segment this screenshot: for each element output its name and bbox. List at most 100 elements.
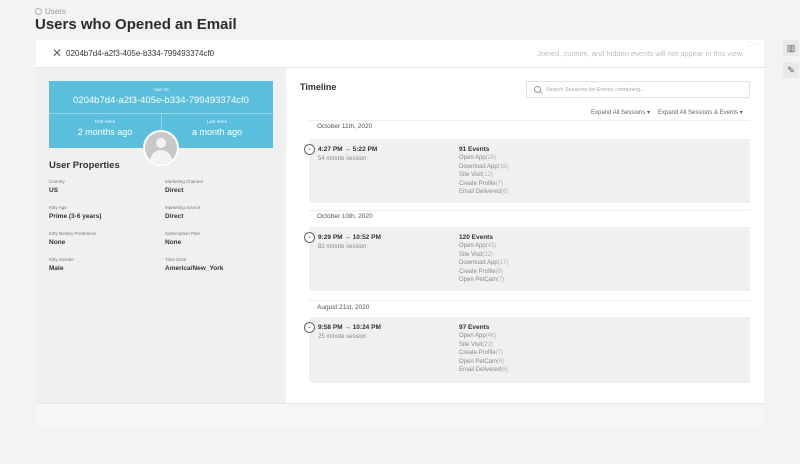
expand-panel-icon[interactable]: ⛶ ⋯ <box>748 42 760 48</box>
event-occurrences: (18) <box>497 163 509 170</box>
session-date: October 10th, 2020 <box>317 213 373 220</box>
divider <box>309 120 750 121</box>
event-item[interactable]: Create Profile(8) <box>459 268 508 277</box>
session-date: August 21st, 2020 <box>317 304 370 311</box>
property-key: Country <box>49 179 65 184</box>
property-value: None <box>49 239 66 246</box>
event-item[interactable]: Download App(17) <box>459 259 508 268</box>
event-item[interactable]: Open App(46) <box>459 332 508 341</box>
event-name: Open App <box>459 243 486 249</box>
users-icon <box>35 8 42 15</box>
page-title: Users who Opened an Email <box>35 16 237 33</box>
session-search-input[interactable] <box>546 86 736 93</box>
event-item[interactable]: Email Delivered(6) <box>459 188 508 197</box>
event-occurrences: (12) <box>482 172 493 178</box>
timeline-title: Timeline <box>300 82 337 92</box>
chevron-down-icon: ▾ <box>739 110 743 116</box>
property-value: Direct <box>165 213 184 220</box>
event-item[interactable]: Site Visit(22) <box>459 251 508 260</box>
event-name: Site Visit <box>459 341 483 348</box>
expand-session-icon[interactable]: ⌄ <box>304 232 315 243</box>
user-profile-column: User ID 0204b7d4-a2f3-405e-b334-79949337… <box>36 68 286 403</box>
event-item[interactable]: Open PetCam(6) <box>459 358 508 367</box>
event-item[interactable]: Site Visit(22) <box>459 341 508 350</box>
event-name: Site Visit <box>459 172 483 178</box>
event-item[interactable]: Email Delivered(6) <box>459 366 508 375</box>
event-count: 97 Events <box>459 324 490 331</box>
property-country: Country US <box>49 179 159 194</box>
event-occurrences: (7) <box>495 180 504 187</box>
session-date: October 11th, 2020 <box>317 123 373 130</box>
user-id-value: 0204b7d4-a2f3-405e-b334-799493374cf0 <box>73 95 249 106</box>
close-icon[interactable]: ✕ <box>52 46 63 60</box>
expand-all-events-button[interactable]: Expand All Sessions & Events ▾ <box>658 109 743 116</box>
edit-icon[interactable]: ✎ <box>783 62 799 78</box>
user-detail-panel: ✕ 0204b7d4-a2f3-405e-b334-799493374cf0 J… <box>36 40 764 428</box>
property-value: Prime (3-6 years) <box>49 213 102 220</box>
breadcrumb[interactable]: Users <box>35 7 66 16</box>
session-search[interactable] <box>526 81 750 98</box>
expand-all-events-label: Expand All Sessions & Events <box>658 110 739 116</box>
session-time: 9:58 PM → 10:24 PM <box>318 324 381 331</box>
event-occurrences: (7) <box>497 277 505 283</box>
last-seen-label: Last Seen <box>206 119 228 124</box>
expand-all-sessions-button[interactable]: Expand All Sessions ▾ <box>591 109 650 116</box>
last-seen-value: a month ago <box>191 127 243 137</box>
avatar <box>143 130 179 166</box>
panel-footer <box>36 403 764 428</box>
property-marketing-channel: Marketing Channel Direct <box>165 179 275 194</box>
event-occurrences: (17) <box>497 260 509 266</box>
session-duration: 25 minute session <box>318 334 367 340</box>
property-kitty-dietary-preference: Kitty Dietary Preference None <box>49 231 159 246</box>
event-item[interactable]: Download App(18) <box>459 163 508 172</box>
event-item[interactable]: Open App(26) <box>459 154 508 163</box>
event-occurrences: (6) <box>497 358 505 365</box>
user-properties-title: User Properties <box>49 160 120 171</box>
columns-icon[interactable]: ▥ <box>783 40 799 56</box>
property-marketing-source: Marketing Source Direct <box>165 205 275 220</box>
session-time: 4:27 PM → 5:22 PM <box>318 146 378 153</box>
property-key: Kitty Gender <box>49 257 75 262</box>
event-item[interactable]: Open PetCam(7) <box>459 276 508 285</box>
session-card: ⌄ 4:27 PM → 5:22 PM 54 minute session 91… <box>304 139 750 203</box>
divider <box>309 300 750 301</box>
property-value: None <box>165 239 182 246</box>
event-occurrences: (7) <box>495 350 504 356</box>
event-name: Open App <box>459 155 486 161</box>
property-key: Kitty Age <box>49 205 67 210</box>
event-item[interactable]: Create Profile(7) <box>459 180 508 189</box>
session-events: 91 Events Open App(26) Download App(18) … <box>459 146 508 197</box>
event-count: 91 Events <box>459 146 490 153</box>
expand-session-icon[interactable]: ⌄ <box>304 322 315 333</box>
event-occurrences: (26) <box>485 155 497 161</box>
session-time: 9:29 PM → 10:52 PM <box>318 234 381 241</box>
breadcrumb-label[interactable]: Users <box>45 7 66 16</box>
event-name: Open PetCam <box>459 277 498 283</box>
expand-session-icon[interactable]: ⌄ <box>304 144 315 155</box>
event-occurrences: (22) <box>482 341 493 348</box>
header-note: Joined, custom, and hidden events will n… <box>537 49 744 58</box>
event-item[interactable]: Open App(43) <box>459 242 508 251</box>
property-key: Kitty Dietary Preference <box>49 231 97 236</box>
event-occurrences: (22) <box>482 251 493 258</box>
expand-all-sessions-label: Expand All Sessions <box>591 110 646 116</box>
divider <box>49 113 273 114</box>
event-occurrences: (6) <box>501 367 509 373</box>
avatar-body <box>150 150 172 164</box>
user-id-label: User ID <box>153 87 169 92</box>
property-value: Direct <box>165 187 184 194</box>
event-name: Open PetCam <box>459 358 498 365</box>
session-duration: 54 minute session <box>318 156 367 162</box>
event-item[interactable]: Site Visit(12) <box>459 171 508 180</box>
property-value: US <box>49 187 59 194</box>
property-key: Time Zone <box>165 257 187 262</box>
event-name: Email Delivered <box>459 367 502 373</box>
event-occurrences: (6) <box>501 189 509 195</box>
avatar-head <box>156 138 166 148</box>
divider <box>309 210 750 211</box>
event-occurrences: (43) <box>485 243 497 249</box>
property-kitty-gender: Kitty Gender Male <box>49 257 159 272</box>
search-icon <box>534 86 541 93</box>
event-item[interactable]: Create Profile(7) <box>459 349 508 358</box>
first-seen: First Seen 2 months ago <box>49 119 161 137</box>
